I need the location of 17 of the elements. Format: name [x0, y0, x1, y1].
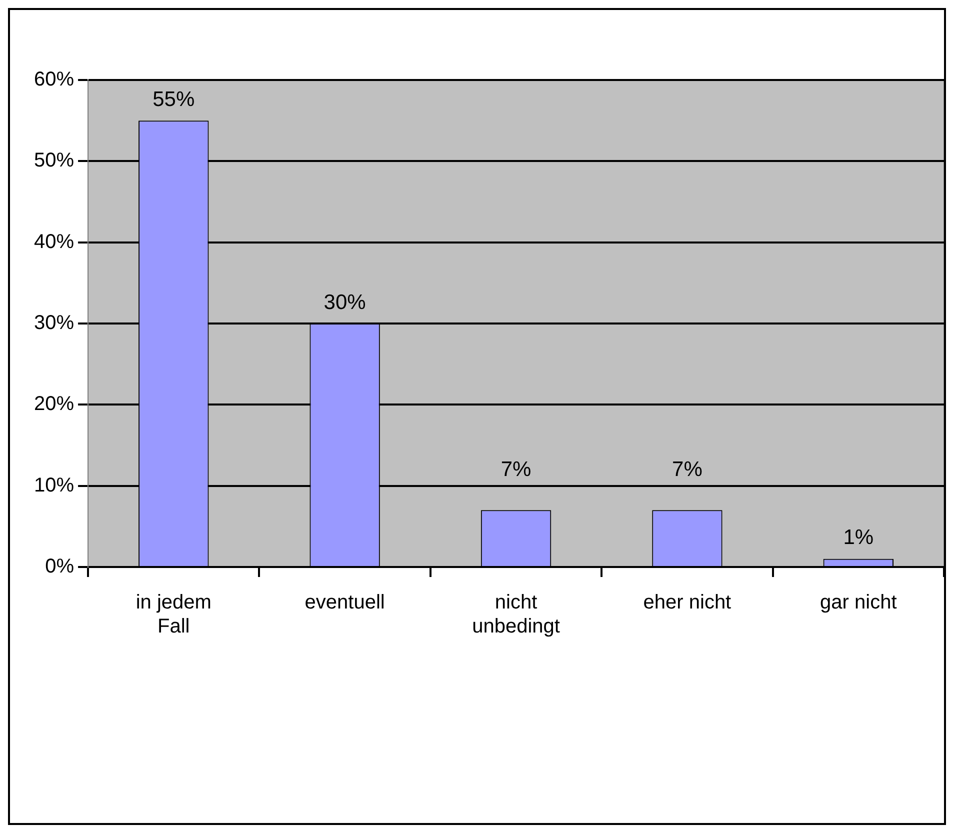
data-label: 7% [500, 458, 532, 482]
y-tick-label: 10% [34, 474, 74, 496]
y-tick-label: 30% [34, 312, 74, 334]
x-tick-label: nicht unbedingt [472, 592, 560, 638]
y-tick-label: 20% [34, 393, 74, 416]
x-tick-label: eventuell [304, 592, 385, 614]
x-tick-label: in jedem Fall [136, 592, 212, 638]
data-label: 30% [324, 290, 366, 314]
y-tick-label: 50% [34, 150, 74, 172]
y-tick-label: 40% [34, 230, 74, 253]
x-tick-label: gar nicht [820, 592, 898, 614]
data-label: 55% [152, 88, 195, 111]
y-tick-label: 60% [34, 68, 74, 91]
x-tick-label: eher nicht [643, 592, 732, 614]
data-label: 7% [672, 458, 702, 482]
data-label: 1% [843, 526, 874, 550]
y-tick-label: 0% [45, 556, 74, 578]
